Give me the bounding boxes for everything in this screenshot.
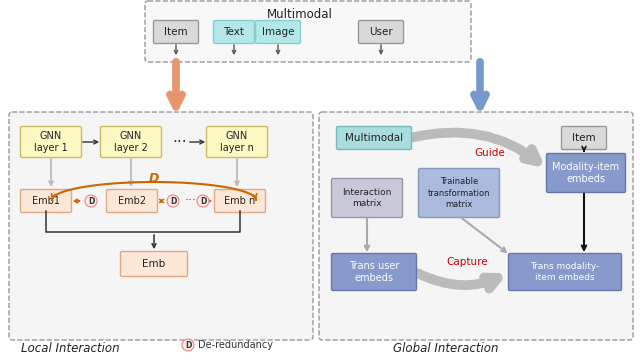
Text: Trans user
embeds: Trans user embeds <box>349 261 399 283</box>
Circle shape <box>167 195 179 207</box>
Text: Local Interaction: Local Interaction <box>20 342 119 355</box>
Text: Emb n: Emb n <box>225 196 255 206</box>
Text: Emb1: Emb1 <box>32 196 60 206</box>
FancyBboxPatch shape <box>20 126 81 158</box>
FancyBboxPatch shape <box>419 168 499 217</box>
FancyBboxPatch shape <box>319 112 633 340</box>
FancyBboxPatch shape <box>9 112 313 340</box>
FancyBboxPatch shape <box>214 21 255 44</box>
FancyBboxPatch shape <box>255 21 301 44</box>
Text: Emb2: Emb2 <box>118 196 146 206</box>
FancyBboxPatch shape <box>106 189 157 212</box>
Circle shape <box>85 195 97 207</box>
FancyBboxPatch shape <box>547 153 625 193</box>
Text: D: D <box>185 341 191 350</box>
Text: Multimodal: Multimodal <box>267 8 333 21</box>
FancyBboxPatch shape <box>332 253 417 291</box>
Text: GNN
layer 2: GNN layer 2 <box>114 131 148 153</box>
Text: D: D <box>200 197 206 206</box>
Text: User: User <box>369 27 393 37</box>
Text: Emb: Emb <box>142 259 166 269</box>
Text: De-redundancy: De-redundancy <box>198 340 273 350</box>
Text: Guide: Guide <box>475 148 506 158</box>
FancyBboxPatch shape <box>20 189 72 212</box>
Text: Trainable
transformation
matrix: Trainable transformation matrix <box>428 177 490 208</box>
Text: Capture: Capture <box>446 257 488 267</box>
FancyBboxPatch shape <box>332 179 403 217</box>
FancyBboxPatch shape <box>100 126 161 158</box>
Text: Interaction
matrix: Interaction matrix <box>342 188 392 208</box>
FancyBboxPatch shape <box>561 126 607 149</box>
FancyBboxPatch shape <box>145 1 471 62</box>
Text: Global Interaction: Global Interaction <box>393 342 499 355</box>
Text: D: D <box>149 171 159 184</box>
FancyBboxPatch shape <box>337 126 412 149</box>
Text: GNN
layer n: GNN layer n <box>220 131 254 153</box>
Text: Image: Image <box>262 27 294 37</box>
FancyBboxPatch shape <box>358 21 403 44</box>
Text: Item: Item <box>164 27 188 37</box>
Circle shape <box>182 339 194 351</box>
Text: ···: ··· <box>173 135 188 149</box>
FancyBboxPatch shape <box>207 126 268 158</box>
Circle shape <box>197 195 209 207</box>
Text: GNN
layer 1: GNN layer 1 <box>34 131 68 153</box>
Text: Trans modality-
item embeds: Trans modality- item embeds <box>531 262 600 282</box>
FancyBboxPatch shape <box>509 253 621 291</box>
Text: ···: ··· <box>185 194 197 207</box>
FancyBboxPatch shape <box>154 21 198 44</box>
FancyArrowPatch shape <box>417 273 498 289</box>
Text: Multimodal: Multimodal <box>345 133 403 143</box>
FancyBboxPatch shape <box>120 252 188 276</box>
Text: D: D <box>88 197 94 206</box>
Text: Item: Item <box>572 133 596 143</box>
FancyBboxPatch shape <box>214 189 266 212</box>
Text: D: D <box>170 197 176 206</box>
Text: Modality-item
embeds: Modality-item embeds <box>552 162 620 184</box>
FancyArrowPatch shape <box>413 132 538 161</box>
Text: Text: Text <box>223 27 244 37</box>
